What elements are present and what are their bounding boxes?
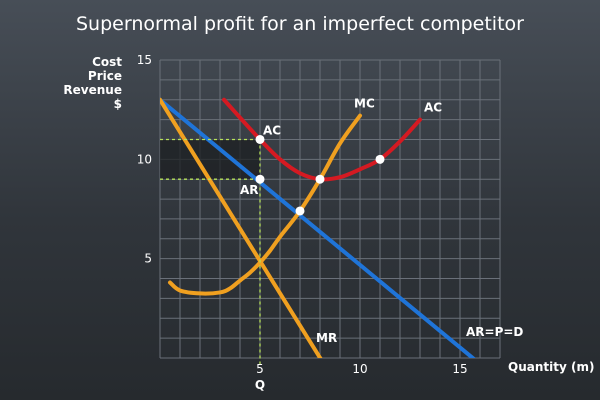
curve-label: AR=P=D <box>466 325 523 339</box>
point-marker <box>315 174 325 184</box>
curve-label: MR <box>316 331 337 345</box>
output-q-label: Q <box>255 378 265 392</box>
points-group: AC AR <box>240 123 385 216</box>
y-axis-label: Cost Price Revenue $ <box>63 55 122 111</box>
y-label-line-revenue: Revenue <box>63 83 122 97</box>
y-tick-label: 5 <box>144 252 152 266</box>
point-marker <box>375 154 385 164</box>
x-tick-label: 10 <box>352 362 367 376</box>
x-tick-label: 15 <box>452 362 467 376</box>
curve-label: MC <box>354 97 375 111</box>
point-marker <box>295 206 305 216</box>
curve-labels: MC AC MR AR=P=D <box>316 97 523 345</box>
y-tick-label: 15 <box>137 53 152 67</box>
point-marker <box>255 134 265 144</box>
x-axis-label: Quantity (m) <box>508 360 594 374</box>
series-ar-line <box>160 97 476 358</box>
chart-title: Supernormal profit for an imperfect comp… <box>76 13 524 35</box>
y-label-line-currency: $ <box>114 97 122 111</box>
series-mr-line <box>160 97 323 358</box>
tick-labels: 5 10 15 Q 5 10 15 <box>137 53 468 392</box>
supernormal-profit-area <box>160 139 260 180</box>
y-label-line-cost: Cost <box>92 55 122 69</box>
y-tick-label: 10 <box>137 152 152 166</box>
x-tick-label: 5 <box>256 362 264 376</box>
grid <box>159 59 501 359</box>
point-label: AC <box>263 123 281 137</box>
profit-rectangle <box>160 139 260 180</box>
point-label: AR <box>240 183 259 197</box>
curve-label: AC <box>424 101 442 115</box>
y-label-line-price: Price <box>88 69 122 83</box>
point-marker <box>255 174 265 184</box>
